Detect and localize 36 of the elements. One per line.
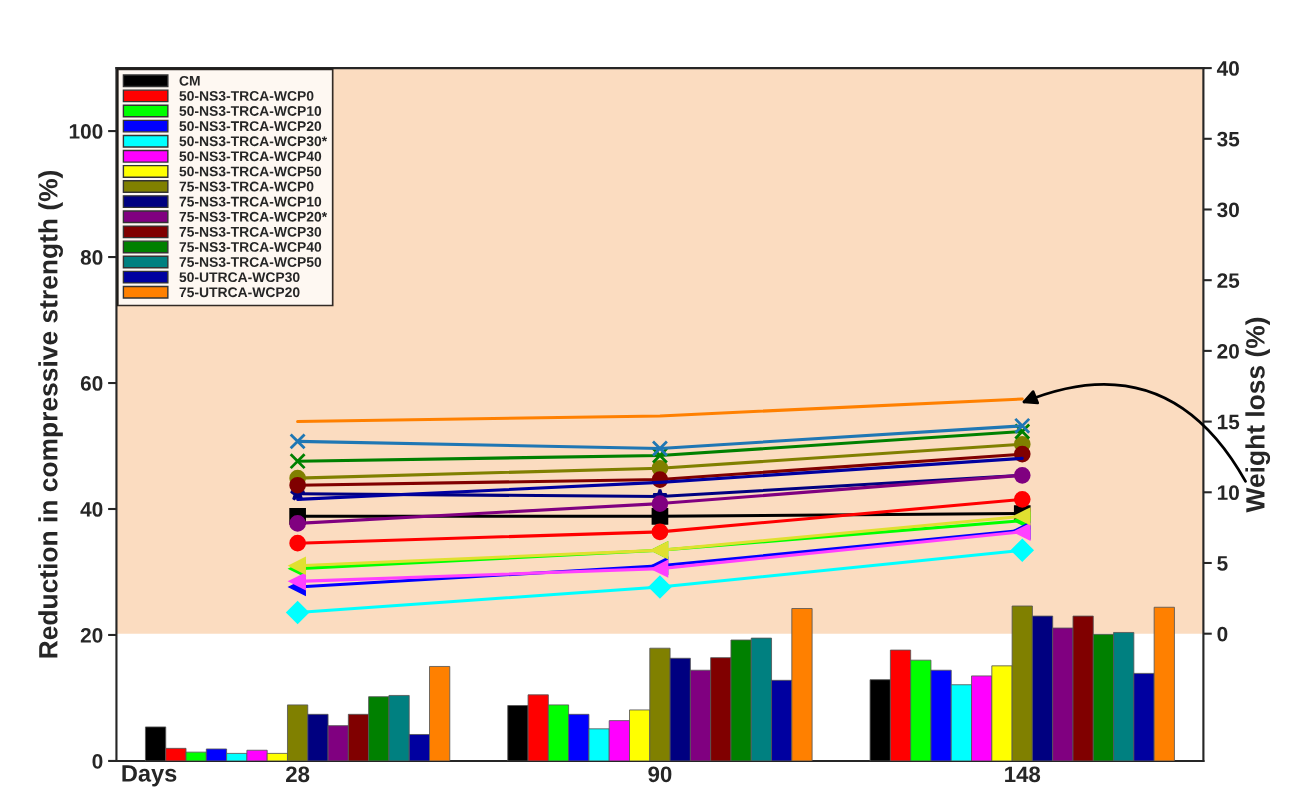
legend-label: 50-NS3-TRCA-WCP50	[179, 166, 322, 177]
y2-axis-title: Weight loss (%)	[1245, 317, 1271, 513]
legend-label: 75-UTRCA-WCP20	[179, 287, 300, 298]
legend-label: 50-NS3-TRCA-WCP30*	[179, 136, 328, 147]
legend-label: CM	[179, 75, 200, 86]
legend-label: 75-NS3-TRCA-WCP40	[179, 242, 322, 252]
y2-tick-label: 0	[1217, 626, 1228, 642]
y-axis-title: Reduction in compressive strength (%)	[38, 170, 63, 658]
legend-label: 75-NS3-TRCA-WCP10	[179, 196, 322, 207]
legend-label: 50-NS3-TRCA-WCP20	[179, 121, 322, 132]
legend-label: 50-NS3-TRCA-WCP40	[179, 151, 322, 162]
y-tick-label: 60	[80, 376, 103, 391]
y-tick-label: 0	[92, 753, 103, 769]
y-tick-label: 100	[69, 124, 103, 139]
y2-tick-label: 10	[1217, 485, 1239, 501]
legend-label: 75-NS3-TRCA-WCP50	[179, 257, 322, 267]
y-tick-label: 80	[80, 250, 103, 265]
x-tick-label: 28	[286, 766, 310, 783]
x-axis-title: Days	[122, 765, 177, 787]
y2-tick-label: 40	[1216, 61, 1239, 76]
y2-tick-label: 25	[1217, 273, 1240, 288]
y2-tick-label: 30	[1217, 202, 1239, 218]
x-tick-label: 148	[1005, 766, 1041, 783]
legend-label: 75-NS3-TRCA-WCP20*	[179, 211, 328, 222]
y-tick-label: 40	[80, 502, 103, 517]
legend-label: 75-NS3-TRCA-WCP0	[179, 181, 314, 192]
legend-label: 75-NS3-TRCA-WCP30	[179, 226, 322, 237]
x-tick-label: 90	[648, 766, 672, 783]
y2-tick-label: 15	[1217, 414, 1240, 430]
legend-label: 50-UTRCA-WCP30	[179, 272, 300, 283]
legend-label: 50-NS3-TRCA-WCP10	[179, 106, 322, 116]
y2-tick-label: 5	[1217, 556, 1228, 571]
y2-tick-label: 20	[1217, 343, 1239, 359]
legend-label: 50-NS3-TRCA-WCP0	[179, 90, 314, 101]
y2-tick-label: 35	[1217, 131, 1240, 147]
y-tick-label: 20	[80, 627, 103, 643]
